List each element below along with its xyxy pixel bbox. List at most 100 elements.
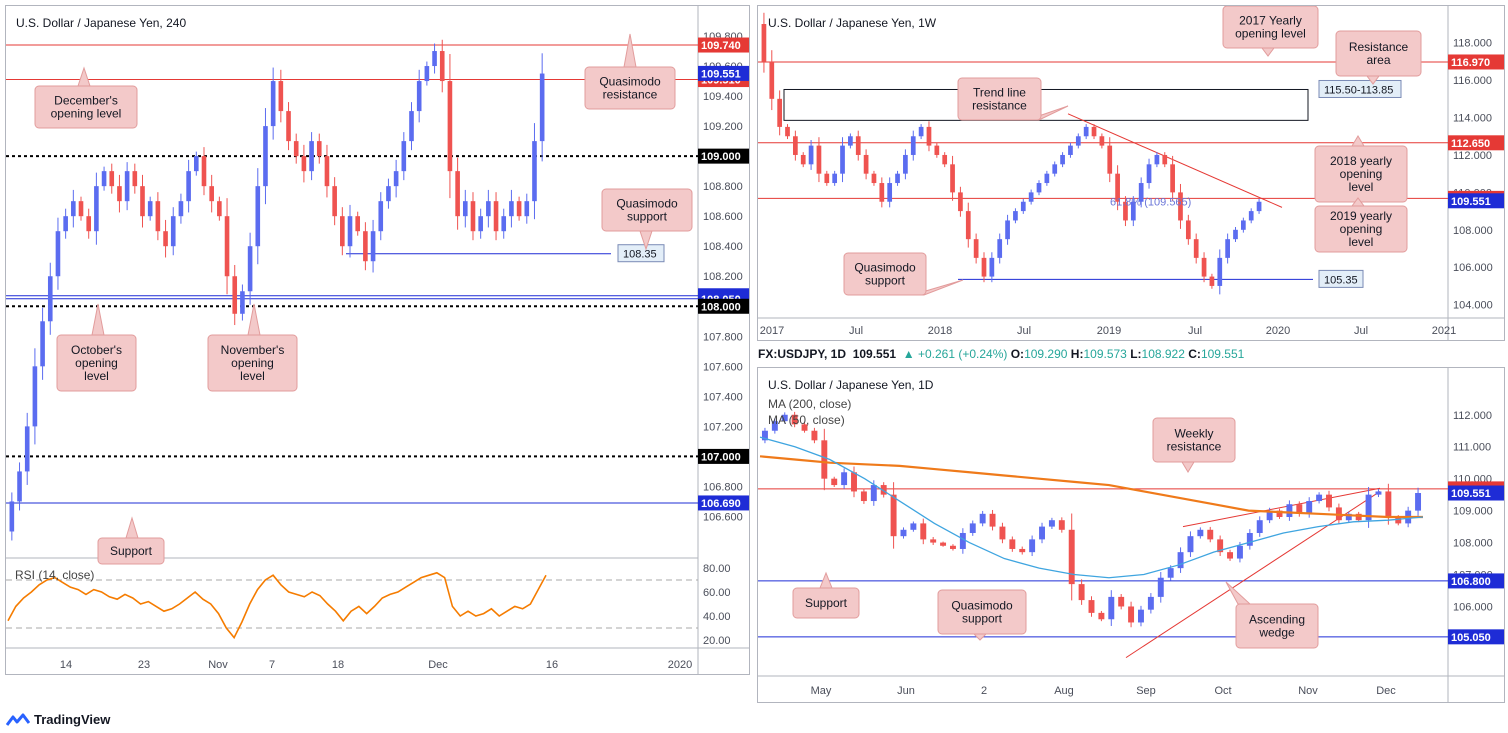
tradingview-logo[interactable]: TradingView [6, 712, 110, 727]
daily-chart-title: U.S. Dollar / Japanese Yen, 1D [768, 378, 934, 392]
h4-candle [209, 186, 214, 202]
daily-current-price: 109.551 [1451, 488, 1491, 500]
h4-chart[interactable]: 109.800109.600109.400109.200109.000108.8… [6, 6, 750, 675]
h4-price-tick: 107.600 [703, 361, 743, 373]
weekly-time-tick: Jul [1354, 325, 1368, 337]
daily-candle [1039, 526, 1045, 540]
weekly-candle [1248, 211, 1254, 221]
daily-time-tick: Sep [1136, 685, 1156, 697]
daily-ma50-label: MA (50, close) [768, 413, 845, 427]
weekly-chart-panel[interactable]: 118.000116.000114.000112.000110.000108.0… [757, 5, 1505, 341]
weekly-candle [1233, 229, 1238, 240]
weekly-candle [793, 136, 798, 155]
weekly-candle [1005, 220, 1010, 240]
weekly-candle [1130, 201, 1136, 221]
low-label: L: [1130, 347, 1142, 361]
daily-candle [1048, 520, 1055, 527]
weekly-candle [1123, 201, 1128, 221]
weekly-candle [942, 154, 948, 165]
h4-callout-qm-support: Quasimodo support [601, 188, 693, 251]
weekly-candle [1036, 183, 1042, 193]
h4-candle [516, 201, 522, 217]
weekly-callout-qm-support-text: Quasimodo support [854, 261, 916, 288]
h4-time-tick: 7 [269, 659, 275, 671]
daily-callout-weekly-resistance-text: Weekly resistance [1167, 427, 1222, 454]
h4-price-tick: 108.600 [703, 211, 743, 223]
weekly-candle [855, 136, 861, 155]
weekly-candle [950, 164, 955, 193]
weekly-level-0-label: 116.970 [1451, 57, 1490, 69]
daily-chart-panel[interactable]: 112.000111.000110.000109.000108.000107.0… [757, 367, 1505, 703]
daily-level-1-label-bg [1448, 573, 1504, 589]
h4-callout-december: December's opening level [34, 66, 138, 129]
daily-callout-qm-support-box [937, 589, 1027, 635]
h4-price-tick: 109.400 [703, 91, 743, 103]
h4-candle [424, 66, 430, 82]
daily-candle [781, 414, 788, 422]
h4-candle [316, 141, 322, 157]
h4-time-tick: 14 [60, 659, 72, 671]
weekly-candle [1225, 239, 1230, 258]
daily-candle [870, 485, 877, 502]
h4-rsi-tick: 20.00 [703, 635, 731, 647]
h4-callout-qm-resistance: Quasimodo resistance [584, 33, 676, 110]
h4-callout-support-text: Support [110, 544, 153, 558]
weekly-candle [1256, 201, 1262, 212]
daily-current-price-bg [1448, 485, 1504, 501]
h4-candle [355, 216, 361, 232]
open-value: 109.290 [1024, 347, 1068, 361]
h4-support-tag: 108.35 [623, 249, 657, 261]
weekly-callout-2018-text: 2018 yearly opening level [1330, 154, 1392, 194]
daily-candle [831, 478, 838, 486]
daily-chart[interactable]: 112.000111.000110.000109.000108.000107.0… [758, 368, 1505, 703]
h4-candle [347, 216, 353, 247]
weekly-level-1-label-bg [1448, 135, 1504, 151]
h4-callout-october: October's opening level [56, 303, 137, 392]
weekly-candle [848, 136, 853, 146]
weekly-price-tick: 104.000 [1453, 300, 1493, 312]
h4-callout-december-text: December's opening level [51, 94, 122, 121]
h4-candle [378, 201, 384, 232]
h4-callout-december-pointer [77, 66, 91, 87]
daily-candle [1187, 536, 1194, 553]
h4-candle [509, 201, 514, 217]
h4-price-tick: 108.800 [703, 181, 743, 193]
daily-candle [1157, 577, 1164, 597]
weekly-candle [1060, 154, 1065, 165]
h4-candle [32, 366, 38, 427]
h4-candle [232, 276, 238, 314]
h4-candle [493, 201, 499, 232]
h4-chart-panel[interactable]: 109.800109.600109.400109.200109.000108.8… [5, 5, 750, 675]
h4-candle [470, 201, 476, 232]
h4-time-tick: 23 [138, 659, 150, 671]
daily-callout-wedge-box [1235, 603, 1319, 649]
symbol-label[interactable]: FX:USDJPY, 1D [758, 347, 847, 361]
daily-candle [1068, 529, 1075, 585]
h4-support-tag-bg [617, 244, 665, 263]
daily-candle [1306, 501, 1313, 514]
daily-candle [1108, 596, 1115, 620]
weekly-candle [895, 173, 900, 184]
h4-callout-november: November's opening level [207, 303, 298, 392]
daily-candle [1385, 491, 1392, 518]
daily-candle [1236, 545, 1243, 559]
h4-candle [101, 171, 107, 187]
daily-callout-wedge: Ascending wedge [1225, 581, 1319, 649]
weekly-chart[interactable]: 118.000116.000114.000112.000110.000108.0… [758, 6, 1505, 341]
weekly-candle [1162, 154, 1168, 165]
h4-callout-qm-support-box [601, 188, 693, 232]
h4-candle [462, 201, 468, 217]
daily-candle [949, 545, 956, 549]
h4-callout-november-text: November's opening level [221, 343, 285, 383]
h4-candle [393, 171, 399, 187]
h4-level-5-label: 108.000 [701, 301, 741, 313]
weekly-callout-qm-support-box [843, 252, 927, 296]
daily-candle [979, 513, 986, 524]
daily-candle [1098, 612, 1105, 620]
h4-callout-october-pointer [91, 303, 105, 336]
h4-level-6-label: 107.000 [701, 451, 741, 463]
h4-callout-qm-resistance-pointer [623, 33, 637, 68]
h4-candle [324, 156, 330, 187]
h4-candle [17, 471, 22, 502]
h4-candle [124, 171, 130, 202]
